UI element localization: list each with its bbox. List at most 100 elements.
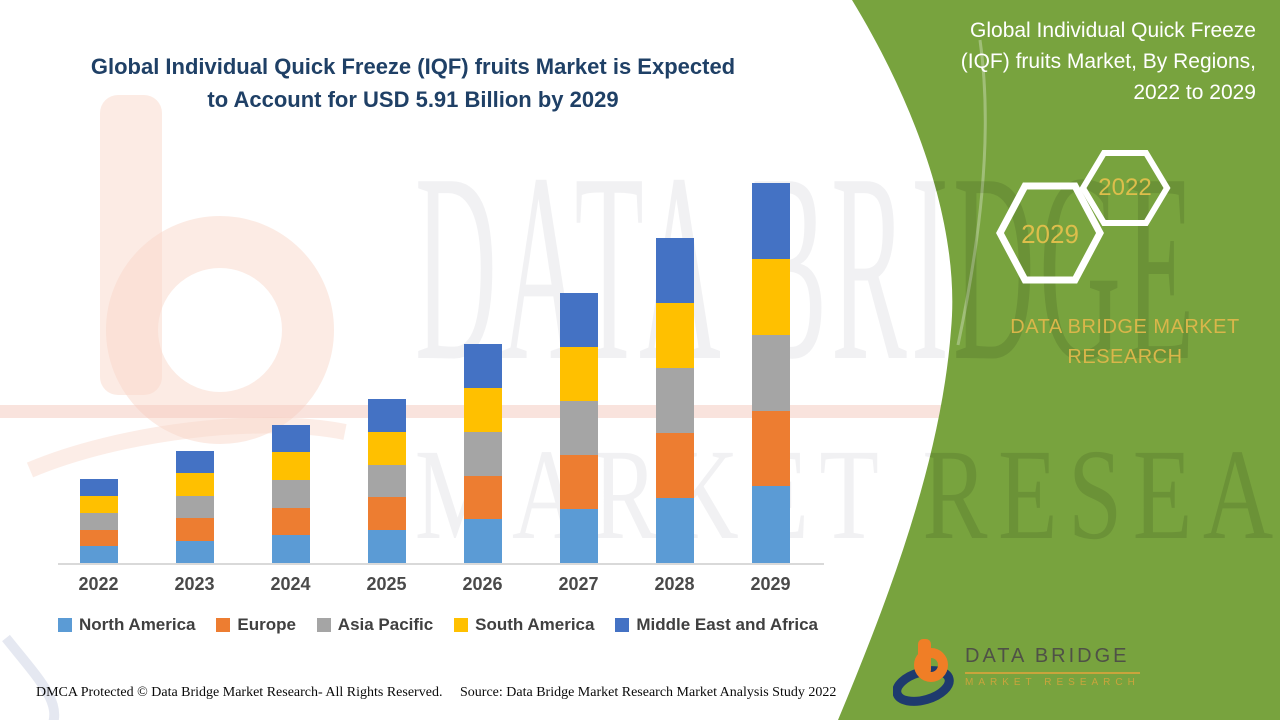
side-panel-heading-line3: 2022 to 2029 xyxy=(1133,81,1256,104)
bar-segment-2025-south-america xyxy=(367,431,406,465)
bar-segment-2025-europe xyxy=(367,497,406,531)
watermark-on-panel-line2: MARKET RESEARCH xyxy=(415,423,1280,567)
bar-segment-2028-north-america xyxy=(655,498,694,563)
bar-segment-2027-north-america xyxy=(559,509,598,563)
legend-label: Middle East and Africa xyxy=(636,615,818,634)
hexagon-2029-outline xyxy=(996,182,1104,284)
bar-segment-2022-middle-east-and-africa xyxy=(79,479,118,497)
bar-segment-2025-asia-pacific xyxy=(367,464,406,498)
bar-segment-2029-europe xyxy=(751,410,790,487)
side-panel-heading-line1: Global Individual Quick Freeze xyxy=(970,19,1256,42)
x-axis-label-2022: 2022 xyxy=(78,574,119,594)
bar-segment-2024-middle-east-and-africa xyxy=(271,424,310,453)
bar-segment-2026-europe xyxy=(463,475,502,520)
bar-segment-2025-north-america xyxy=(367,530,406,563)
x-axis-label-2023: 2023 xyxy=(174,574,215,594)
bar-segment-2028-europe xyxy=(655,433,694,499)
legend-item-europe: Europe xyxy=(216,615,296,635)
dbmr-b-logo-icon xyxy=(893,639,954,706)
x-axis-labels: 2022 2023 2024 2025 2026 2027 2028 2029 xyxy=(58,574,824,600)
stacked-bar-2027 xyxy=(559,293,598,563)
bar-segment-2026-south-america xyxy=(463,388,502,432)
corner-swoosh-watermark xyxy=(2,634,60,720)
bar-segment-2022-south-america xyxy=(79,496,118,513)
bar-segment-2027-middle-east-and-africa xyxy=(559,293,598,347)
bar-segment-2023-europe xyxy=(175,518,214,541)
panel-accent-curve xyxy=(956,39,987,346)
dbmr-logo: DATA BRIDGE MARKET RESEARCH xyxy=(893,637,1140,707)
bar-segment-2025-middle-east-and-africa xyxy=(367,399,406,432)
legend-item-south-america: South America xyxy=(454,615,594,635)
side-panel-shape xyxy=(838,0,1280,720)
bar-segment-2029-middle-east-and-africa xyxy=(751,183,790,259)
bar-segment-2028-middle-east-and-africa xyxy=(655,238,694,304)
legend-item-middle-east-and-africa: Middle East and Africa xyxy=(615,615,818,635)
hexagon-2022-outline xyxy=(1079,150,1171,226)
x-axis-label-2026: 2026 xyxy=(462,574,503,594)
legend-item-north-america: North America xyxy=(58,615,196,635)
x-axis-label-2024: 2024 xyxy=(270,574,311,594)
bar-segment-2022-asia-pacific xyxy=(79,512,118,530)
chart-title-line2: to Account for USD 5.91 Billion by 2029 xyxy=(207,87,619,112)
bar-segment-2023-asia-pacific xyxy=(175,495,214,518)
stacked-bar-2026 xyxy=(463,344,502,563)
bar-segment-2029-asia-pacific xyxy=(751,334,790,411)
bar-segment-2027-asia-pacific xyxy=(559,401,598,455)
brand-wordmark: DATA BRIDGE MARKET RESEARCH xyxy=(980,312,1270,372)
legend-swatch xyxy=(454,618,469,632)
dbmr-logo-name: DATA BRIDGE xyxy=(965,645,1140,674)
legend-swatch xyxy=(615,618,630,632)
legend-label: Europe xyxy=(237,615,296,634)
chart-legend: North America Europe Asia Pacific South Ame… xyxy=(58,615,818,635)
side-panel-heading-line2: (IQF) fruits Market, By Regions, xyxy=(960,50,1256,73)
bar-segment-2024-north-america xyxy=(271,535,310,563)
stacked-bar-2028 xyxy=(655,238,694,563)
legend-swatch xyxy=(216,618,231,632)
bar-segment-2026-middle-east-and-africa xyxy=(463,344,502,389)
bar-segment-2024-asia-pacific xyxy=(271,480,310,508)
dbmr-logo-text: DATA BRIDGE MARKET RESEARCH xyxy=(965,637,1140,688)
hexagon-badges xyxy=(996,150,1171,284)
bar-segment-2028-south-america xyxy=(655,303,694,369)
bar-segment-2023-north-america xyxy=(175,540,214,563)
dbmr-logo-tagline: MARKET RESEARCH xyxy=(965,677,1140,688)
legend-swatch xyxy=(58,618,72,632)
legend-swatch xyxy=(316,618,331,632)
bar-segment-2023-south-america xyxy=(175,473,214,496)
legend-item-asia-pacific: Asia Pacific xyxy=(316,615,434,635)
footer-source-text: Source: Data Bridge Market Research Mark… xyxy=(460,685,837,700)
bar-segment-2024-europe xyxy=(271,507,310,536)
bar-segment-2027-europe xyxy=(559,455,598,509)
bar-segment-2029-north-america xyxy=(751,486,790,563)
footer-dmca-text: DMCA Protected © Data Bridge Market Rese… xyxy=(36,685,443,700)
bar-segment-2028-asia-pacific xyxy=(655,368,694,434)
chart-title: Global Individual Quick Freeze (IQF) fru… xyxy=(30,50,796,116)
stacked-bar-2022 xyxy=(79,479,118,563)
legend-label: Asia Pacific xyxy=(337,615,434,634)
hexagon-badge-2022-label: 2022 xyxy=(1098,174,1152,201)
brand-wordmark-line2: RESEARCH xyxy=(1067,346,1183,368)
bar-segment-2023-middle-east-and-africa xyxy=(175,450,214,473)
stacked-bar-2025 xyxy=(367,399,406,563)
legend-label: South America xyxy=(475,615,595,634)
x-axis-label-2027: 2027 xyxy=(558,574,599,594)
stacked-bar-2029 xyxy=(751,183,790,563)
bar-segment-2029-south-america xyxy=(751,258,790,335)
brand-wordmark-line1: DATA BRIDGE MARKET xyxy=(1010,316,1240,338)
bar-segment-2022-north-america xyxy=(79,546,118,563)
bar-segment-2026-asia-pacific xyxy=(463,431,502,476)
side-panel-heading: Global Individual Quick Freeze (IQF) fru… xyxy=(900,15,1256,108)
hexagon-badge-2029-label: 2029 xyxy=(1021,219,1079,249)
legend-label: North America xyxy=(79,615,196,634)
bar-segment-2022-europe xyxy=(79,529,118,547)
stacked-bar-2023 xyxy=(175,450,214,563)
bar-chart-plot-area xyxy=(58,179,824,565)
x-axis-label-2028: 2028 xyxy=(654,574,695,594)
chart-title-line1: Global Individual Quick Freeze (IQF) fru… xyxy=(90,54,736,79)
stacked-bar-2024 xyxy=(271,424,310,563)
bar-segment-2024-south-america xyxy=(271,452,310,481)
bar-segment-2027-south-america xyxy=(559,347,598,401)
x-axis-label-2025: 2025 xyxy=(366,574,407,594)
x-axis-label-2029: 2029 xyxy=(750,574,791,594)
